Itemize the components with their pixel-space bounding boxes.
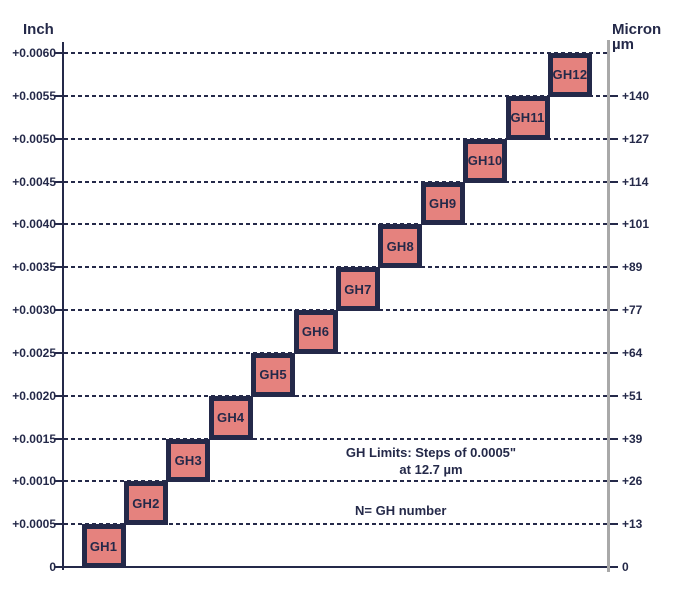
left-axis-tick-label: 0	[49, 560, 56, 574]
right-axis-tick	[610, 266, 618, 269]
gh-box-label: GH10	[467, 153, 503, 169]
gh-box-label: GH3	[174, 452, 202, 468]
left-axis-tick	[55, 52, 63, 55]
gh-box-gh9: GH9	[420, 181, 465, 226]
gridline-+0.0015	[64, 437, 607, 440]
annotation-gh-limits: GH Limits: Steps of 0.0005" at 12.7 µm	[325, 444, 537, 478]
gh-box-label: GH7	[344, 281, 372, 297]
gh-box-label: GH9	[429, 195, 457, 211]
left-axis-tick-label: +0.0005	[12, 517, 56, 532]
right-axis-tick-label: 0	[622, 560, 629, 574]
left-axis-tick	[55, 351, 63, 354]
left-axis-tick-label: +0.0030	[12, 303, 56, 318]
gridline-+0.0055	[64, 94, 607, 97]
annotation-gh-limits-line1: GH Limits: Steps of 0.0005"	[345, 445, 517, 460]
left-axis-tick	[55, 394, 63, 397]
gh-box-gh6: GH6	[293, 310, 338, 354]
gh-box-label: GH2	[132, 495, 160, 511]
left-axis-tick	[55, 566, 63, 568]
gridline-+0.0035	[64, 266, 607, 269]
gh-box-label: GH8	[386, 238, 414, 254]
left-axis-tick-label: +0.0035	[12, 260, 56, 275]
gh-box-gh5: GH5	[251, 352, 296, 397]
left-axis-tick-label: +0.0060	[12, 46, 56, 61]
right-axis-tick	[610, 223, 618, 226]
micron-axis-title-line2: µm	[612, 36, 634, 53]
left-axis-tick	[55, 266, 63, 269]
right-axis-tick	[610, 351, 618, 354]
right-axis-tick-label: +89	[622, 260, 643, 275]
right-axis-tick	[610, 566, 618, 568]
gh-box-gh2: GH2	[123, 481, 168, 526]
left-axis-tick	[55, 223, 63, 226]
gh-box-label: GH12	[552, 67, 588, 83]
gridline-+0.0020	[64, 394, 607, 397]
gh-box-label: GH5	[259, 367, 287, 383]
right-axis-tick	[610, 523, 618, 526]
inch-axis-line	[62, 42, 64, 570]
left-axis-tick-label: +0.0010	[12, 474, 56, 489]
left-axis-tick	[55, 523, 63, 526]
left-axis-tick-label: +0.0025	[12, 345, 56, 360]
gh-box-gh7: GH7	[335, 267, 380, 312]
left-axis-tick-label: +0.0020	[12, 388, 56, 403]
gridline-+0.0040	[64, 223, 607, 226]
right-axis-tick	[610, 180, 618, 183]
left-axis-tick	[55, 480, 63, 483]
gh-box-label: GH11	[510, 110, 545, 126]
right-axis-tick	[610, 480, 618, 483]
right-axis-tick-label: +140	[622, 88, 650, 103]
gridline-+0.0005	[64, 523, 607, 526]
right-axis-tick-label: +77	[622, 303, 643, 318]
right-axis-tick	[610, 437, 618, 440]
right-axis-tick-label: +13	[622, 517, 643, 532]
right-axis-tick-label: +114	[622, 174, 649, 189]
annotation-n-definition: N= GH number	[355, 503, 447, 518]
micron-axis-line	[607, 40, 610, 572]
annotation-gh-limits-line2: at 12.7 µm	[399, 462, 463, 477]
right-axis-tick	[610, 394, 618, 397]
right-axis-tick	[610, 137, 618, 140]
right-axis-tick-label: +51	[622, 388, 643, 403]
gh-box-label: GH4	[217, 410, 245, 426]
gh-box-gh1: GH1	[81, 524, 126, 568]
inch-axis-title: Inch	[23, 21, 54, 38]
gridline-+0.0010	[64, 480, 607, 483]
gh-box-gh12: GH12	[547, 53, 592, 97]
gh-box-gh3: GH3	[166, 438, 211, 483]
left-axis-tick-label: +0.0045	[12, 174, 56, 189]
left-axis-tick	[55, 180, 63, 183]
gridline-+0.0045	[64, 180, 607, 183]
baseline-axis-line	[62, 566, 610, 568]
gh-box-gh11: GH11	[505, 95, 550, 140]
right-axis-tick	[610, 309, 618, 312]
left-axis-tick-label: +0.0050	[12, 131, 56, 146]
right-axis-tick-label: +39	[622, 431, 643, 446]
gh-box-gh4: GH4	[208, 395, 253, 440]
gh-box-gh10: GH10	[463, 138, 508, 183]
right-axis-tick-label: +26	[622, 474, 643, 489]
gh-box-gh8: GH8	[378, 224, 423, 269]
right-axis-tick-label: +127	[622, 131, 650, 146]
gh-box-label: GH1	[89, 538, 118, 554]
left-axis-tick	[55, 137, 63, 140]
right-axis-tick	[610, 94, 618, 97]
left-axis-tick-label: +0.0015	[12, 431, 56, 446]
left-axis-tick	[55, 94, 63, 97]
micron-axis-title-line1: Micron	[612, 21, 662, 38]
right-axis-tick-label: +64	[622, 345, 643, 360]
gridline-+0.0060	[64, 52, 607, 55]
left-axis-tick	[55, 309, 63, 312]
micron-axis-title: Micron µm	[612, 22, 661, 52]
left-axis-tick	[55, 437, 63, 440]
gh-box-label: GH6	[301, 324, 330, 340]
left-axis-tick-label: +0.0055	[12, 88, 56, 103]
right-axis-tick-label: +101	[622, 217, 650, 232]
gridline-+0.0050	[64, 137, 607, 140]
left-axis-tick-label: +0.0040	[12, 217, 56, 232]
